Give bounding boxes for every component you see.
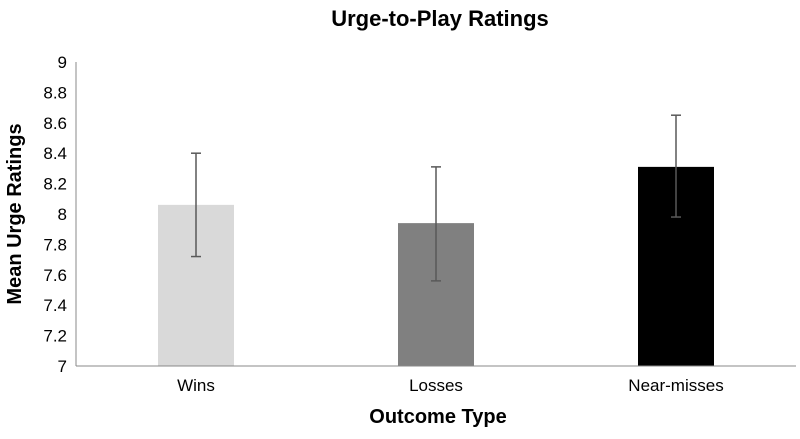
x-category-label: Losses — [409, 376, 463, 395]
y-tick-label: 7 — [58, 357, 67, 376]
plot-area: 7 7.2 7.4 7.6 7.8 8 8.2 8.4 8.6 8.8 9 Wins Losses Nea… — [43, 53, 796, 395]
y-axis-title: Mean Urge Ratings — [4, 123, 26, 304]
y-tick-label: 8.8 — [43, 83, 67, 102]
y-tick-label: 7.2 — [43, 327, 67, 346]
x-category-label: Near-misses — [628, 376, 723, 395]
x-axis-title: Outcome Type — [369, 406, 506, 428]
x-category-label: Wins — [177, 376, 215, 395]
chart-title: Urge-to-Play Ratings — [331, 6, 549, 31]
y-tick-label: 7.6 — [43, 266, 67, 285]
y-tick-label: 7.8 — [43, 235, 67, 254]
y-tick-label: 8.4 — [43, 144, 67, 163]
y-tick-label: 8.2 — [43, 175, 67, 194]
y-tick-label: 7.4 — [43, 296, 67, 315]
y-tick-label: 8 — [58, 205, 67, 224]
y-tick-label: 8.6 — [43, 114, 67, 133]
y-tick-label: 9 — [58, 53, 67, 72]
